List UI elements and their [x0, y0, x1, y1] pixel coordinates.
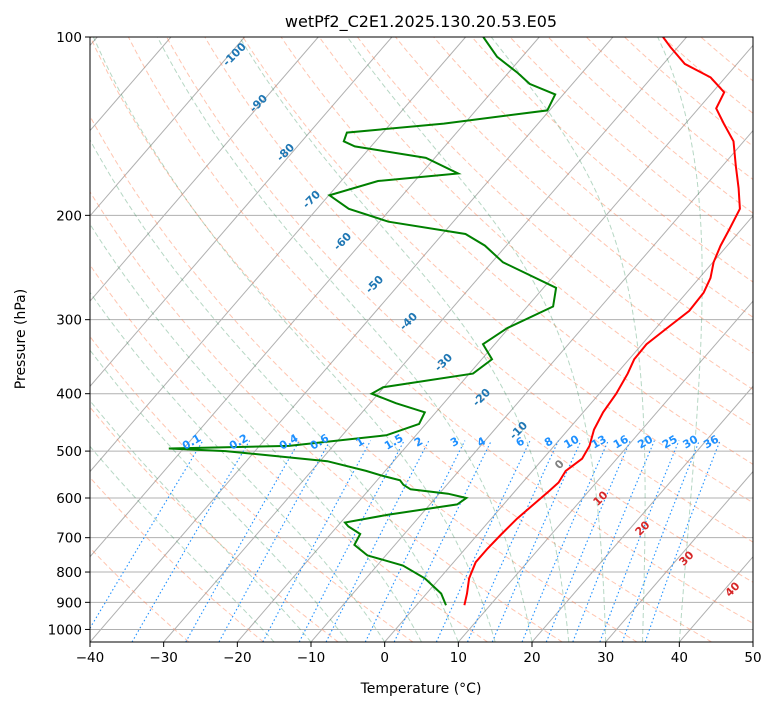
y-tick-label: 600	[56, 491, 82, 507]
y-tick-label: 1000	[48, 622, 82, 638]
isotherm	[310, 129, 753, 642]
mixing-ratio-line	[491, 440, 582, 642]
isotherm	[90, 37, 540, 558]
isotherm	[90, 37, 466, 473]
isotherm	[90, 37, 245, 217]
y-tick-label: 200	[56, 208, 82, 224]
isotherm	[90, 37, 393, 388]
isotherm	[236, 44, 753, 642]
isotherm	[90, 37, 614, 642]
mixing-ratio-line	[131, 440, 251, 642]
x-tick-label: −30	[149, 650, 178, 666]
mixing-ratio-line	[262, 440, 372, 642]
mixing-ratio-line	[185, 440, 300, 642]
moist-adiabat	[156, 37, 533, 642]
plot-frame	[89, 36, 754, 643]
dry-adiabat	[90, 406, 339, 642]
x-tick-label: 50	[744, 650, 761, 666]
x-tick-label: 0	[380, 650, 389, 666]
chart-title: wetPf2_C2E1.2025.130.20.53.E05	[285, 12, 557, 32]
moist-adiabat	[238, 37, 570, 642]
dry-adiabat	[90, 37, 712, 642]
isotherm	[163, 37, 687, 642]
y-axis-label: Pressure (hPa)	[13, 289, 29, 389]
dry-adiabat	[90, 115, 638, 642]
y-tick-label: 300	[56, 313, 82, 329]
y-axis: 100 200 300 400 500 600 700 800 900 1000	[48, 30, 90, 638]
moist-adiabat	[90, 399, 312, 642]
x-tick-label: 30	[597, 650, 614, 666]
y-tick-label: 400	[56, 387, 82, 403]
y-tick-label: 700	[56, 531, 82, 547]
isotherm	[384, 215, 753, 642]
x-tick-label: −40	[76, 650, 105, 666]
moist-adiabat	[346, 37, 607, 642]
x-tick-label: 10	[450, 650, 467, 666]
plot-area	[90, 37, 753, 642]
isotherm	[90, 37, 319, 302]
moist-adiabat	[657, 37, 703, 642]
dry-adiabat	[204, 37, 753, 543]
moist-adiabat	[90, 445, 275, 642]
dewpoint-profile	[168, 37, 558, 606]
mixing-ratio-line	[521, 440, 609, 642]
y-tick-label: 900	[56, 595, 82, 611]
dry-adiabat	[242, 37, 753, 504]
mixing-ratio-line	[466, 440, 559, 642]
moist-adiabat	[90, 138, 459, 642]
y-tick-label: 100	[56, 30, 82, 46]
isotherm	[531, 385, 753, 642]
y-tick-label: 800	[56, 565, 82, 581]
dry-adiabat	[280, 37, 753, 465]
mixing-ratio-line	[364, 440, 466, 642]
moist-adiabat	[90, 349, 349, 642]
mixing-ratio-line	[90, 440, 204, 630]
dry-adiabat	[357, 37, 753, 391]
dry-adiabat	[166, 37, 753, 583]
dry-adiabat	[90, 264, 488, 642]
isotherm	[457, 300, 753, 642]
mixing-ratio-line	[644, 440, 721, 642]
x-axis: −40 −30 −20 −10 0 10 20 30 40 50	[76, 642, 762, 666]
dry-adiabat	[90, 190, 563, 642]
mixing-ratio-line	[218, 440, 331, 642]
dry-adiabat	[90, 476, 264, 642]
dry-adiabat	[127, 37, 753, 624]
moist-adiabat	[90, 291, 386, 642]
moist-adiabat	[490, 37, 646, 642]
dry-adiabat	[90, 335, 414, 642]
dry-adiabat	[395, 37, 753, 354]
isotherm	[605, 470, 753, 642]
y-tick-label: 500	[56, 444, 82, 460]
x-axis-label: Temperature (°C)	[360, 681, 482, 697]
x-tick-label: 20	[523, 650, 540, 666]
x-tick-label: −20	[223, 650, 252, 666]
x-tick-label: 40	[671, 650, 688, 666]
moist-adiabat	[90, 223, 422, 642]
x-tick-label: −10	[297, 650, 326, 666]
temperature-profile	[463, 37, 741, 606]
dry-adiabat	[471, 37, 753, 283]
moist-adiabat	[92, 37, 496, 642]
